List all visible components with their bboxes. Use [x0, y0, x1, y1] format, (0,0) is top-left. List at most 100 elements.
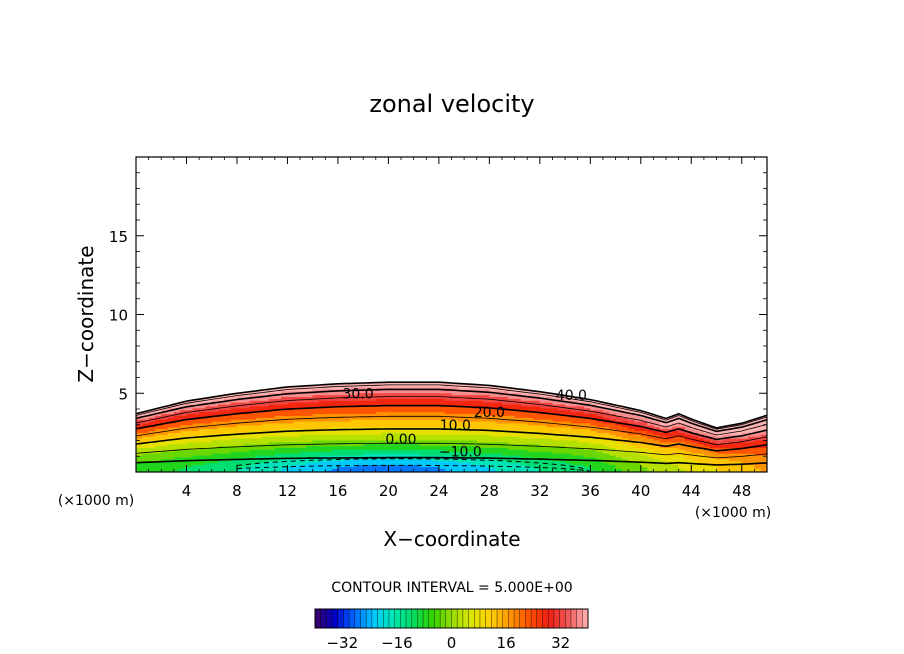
field-cell	[350, 470, 358, 472]
field-cell	[312, 386, 320, 390]
field-cell	[375, 409, 383, 413]
field-cell	[552, 443, 560, 447]
field-cell	[394, 428, 402, 432]
field-cell	[230, 432, 238, 435]
field-cell	[375, 470, 383, 472]
field-cell	[325, 447, 333, 450]
field-cell	[154, 409, 162, 413]
field-cell	[325, 432, 333, 435]
field-cell	[533, 443, 541, 447]
field-cell	[432, 394, 440, 397]
field-cell	[445, 407, 453, 411]
field-cell	[426, 413, 434, 416]
field-cell	[483, 403, 490, 407]
field-cell	[653, 462, 661, 466]
field-cell	[148, 417, 156, 420]
field-cell	[407, 447, 415, 450]
field-cell	[211, 454, 219, 458]
field-cell	[426, 426, 434, 430]
field-cell	[571, 403, 579, 407]
field-cell	[565, 403, 572, 407]
field-cell	[628, 409, 636, 413]
field-cell	[236, 454, 244, 458]
field-cell	[281, 451, 289, 454]
field-cell	[426, 468, 434, 471]
field-cell	[274, 390, 282, 394]
field-cell	[457, 386, 465, 390]
field-cell	[375, 419, 383, 422]
field-cell	[186, 470, 194, 472]
colorbar-band	[514, 609, 521, 628]
field-cell	[337, 430, 345, 433]
field-cell	[331, 453, 339, 456]
field-cell	[268, 405, 276, 409]
field-cell	[520, 398, 528, 401]
field-cell	[565, 428, 572, 432]
field-cell	[173, 460, 181, 464]
field-cell	[356, 426, 364, 430]
contour-line	[136, 388, 767, 433]
field-cell	[672, 453, 680, 456]
field-cell	[363, 449, 371, 452]
field-cell	[691, 434, 699, 437]
field-cell	[230, 447, 238, 450]
field-cell	[249, 464, 257, 467]
field-cell	[255, 437, 263, 441]
field-cell	[584, 432, 591, 435]
field-cell	[754, 470, 762, 472]
field-cell	[653, 420, 661, 424]
field-cell	[602, 462, 610, 466]
field-cell	[401, 400, 408, 403]
field-cell	[161, 428, 169, 432]
field-cell	[678, 470, 686, 472]
field-cell	[596, 413, 604, 416]
field-cell	[419, 451, 427, 454]
field-cell	[476, 417, 484, 420]
field-cell	[287, 388, 295, 392]
field-cell	[602, 458, 610, 462]
field-cell	[419, 437, 427, 441]
field-cell	[218, 420, 225, 424]
field-cell	[533, 407, 541, 411]
field-cell	[249, 407, 257, 411]
field-cell	[356, 424, 364, 428]
field-cell	[445, 462, 453, 466]
field-cell	[501, 419, 509, 422]
field-cell	[438, 458, 446, 462]
field-cell	[584, 470, 591, 472]
field-cell	[230, 426, 238, 430]
field-cell	[748, 436, 755, 439]
field-cell	[602, 468, 610, 471]
field-cell	[236, 419, 244, 422]
field-cell	[584, 402, 591, 405]
field-cell	[495, 405, 503, 409]
field-cell	[148, 409, 156, 413]
field-cell	[527, 392, 535, 396]
field-cell	[262, 460, 270, 464]
field-cell	[760, 417, 767, 420]
field-cell	[413, 383, 421, 386]
field-cell	[741, 453, 749, 456]
field-cell	[634, 428, 642, 432]
field-cell	[691, 449, 699, 452]
field-cell	[262, 447, 270, 450]
field-cell	[666, 447, 673, 450]
field-cell	[533, 400, 541, 403]
field-cell	[501, 449, 509, 452]
field-cell	[167, 426, 175, 430]
field-cell	[218, 439, 225, 443]
field-cell	[489, 445, 497, 449]
field-cell	[602, 439, 610, 443]
field-cell	[173, 464, 181, 467]
field-cell	[331, 398, 339, 401]
field-cell	[394, 464, 402, 467]
field-cell	[527, 426, 535, 430]
field-cell	[268, 428, 276, 432]
field-cell	[230, 468, 238, 471]
field-cell	[211, 451, 219, 454]
field-cell	[268, 415, 276, 418]
field-cell	[394, 392, 402, 396]
field-cell	[230, 443, 238, 447]
field-cell	[407, 400, 415, 403]
field-cell	[760, 437, 767, 441]
